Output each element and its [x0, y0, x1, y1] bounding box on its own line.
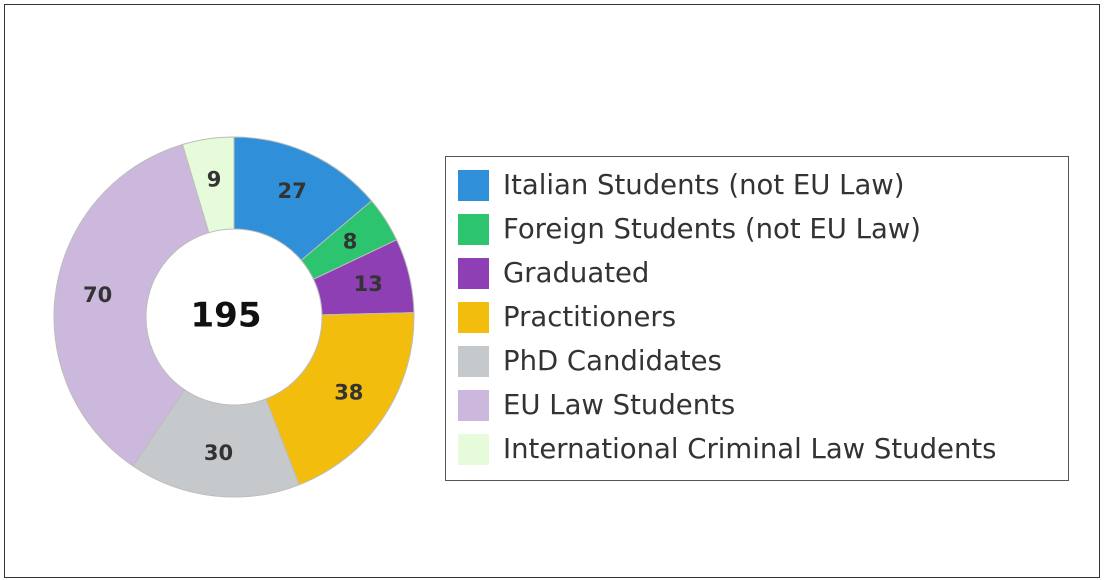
legend-item-graduated: Graduated — [458, 251, 1068, 295]
legend-swatch — [458, 301, 489, 333]
legend-swatch — [458, 345, 489, 377]
slice-labels: 27 8 13 38 30 70 9 — [83, 167, 383, 465]
legend: Italian Students (not EU Law) Foreign Stu… — [445, 156, 1069, 481]
legend-label: Graduated — [503, 257, 650, 289]
donut-center-total: 195 — [191, 296, 262, 336]
slice-practitioners — [265, 312, 415, 486]
legend-item-practitioners: Practitioners — [458, 295, 1068, 339]
donut-chart: 27 8 13 38 30 70 9 195 — [53, 136, 415, 498]
legend-swatch — [458, 213, 489, 245]
legend-label: EU Law Students — [503, 389, 736, 421]
legend-swatch — [458, 433, 489, 465]
donut-slices — [53, 136, 415, 498]
legend-item-foreign-students-not-eu-law: Foreign Students (not EU Law) — [458, 207, 1068, 251]
legend-label: Foreign Students (not EU Law) — [503, 213, 922, 245]
slice-value-label: 13 — [354, 272, 383, 296]
legend-item-italian-students-not-eu-law: Italian Students (not EU Law) — [458, 163, 1068, 207]
legend-item-eu-law-students: EU Law Students — [458, 383, 1068, 427]
legend-label: PhD Candidates — [503, 345, 722, 377]
slice-eu-law-students — [53, 143, 210, 467]
chart-frame: 27 8 13 38 30 70 9 195 Italian Students (not E… — [4, 4, 1100, 578]
slice-value-label: 30 — [204, 441, 233, 465]
slice-international-criminal-law-students — [181, 136, 235, 234]
slice-value-label: 70 — [83, 283, 112, 307]
slice-value-label: 27 — [278, 179, 307, 203]
legend-label: Italian Students (not EU Law) — [503, 169, 905, 201]
legend-swatch — [458, 389, 489, 421]
legend-swatch — [458, 257, 489, 289]
legend-swatch — [458, 169, 489, 201]
legend-item-international-criminal-law-students: International Criminal Law Students — [458, 427, 1068, 471]
slice-value-label: 9 — [207, 167, 222, 191]
slice-value-label: 8 — [343, 229, 358, 253]
slice-value-label: 38 — [334, 381, 363, 405]
legend-label: Practitioners — [503, 301, 677, 333]
slice-phd-candidates — [132, 389, 300, 498]
legend-label: International Criminal Law Students — [503, 433, 997, 465]
legend-item-phd-candidates: PhD Candidates — [458, 339, 1068, 383]
